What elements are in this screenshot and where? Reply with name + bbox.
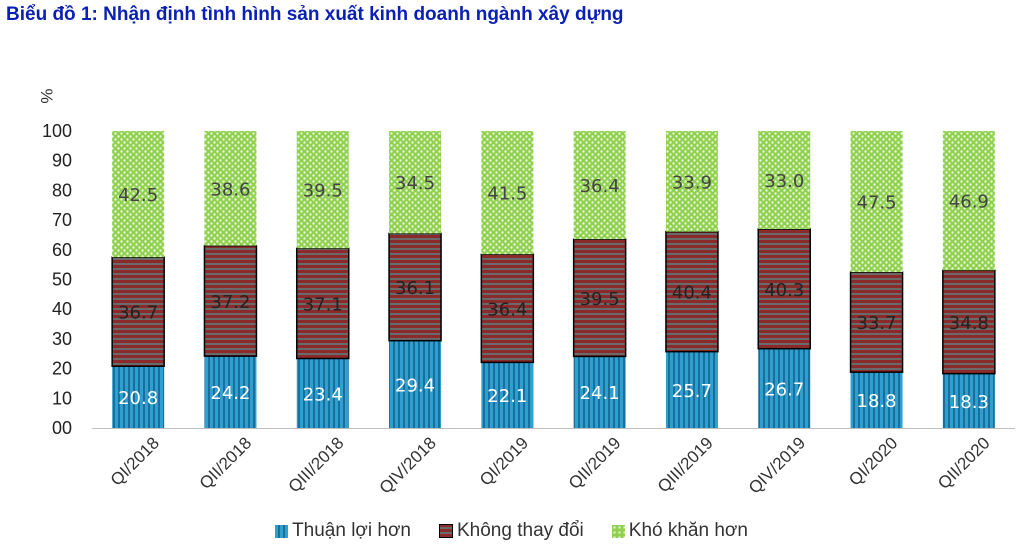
bar-segment-kho-khan bbox=[942, 131, 995, 271]
x-tick-label: QIII/2019 bbox=[654, 433, 717, 496]
y-tick-label: 60 bbox=[52, 240, 72, 260]
bar-segment-thuan-loi bbox=[204, 356, 257, 428]
data-label: 37.1 bbox=[303, 294, 343, 315]
data-label: 37.2 bbox=[210, 292, 250, 313]
data-label: 33.9 bbox=[672, 172, 712, 193]
data-label: 47.5 bbox=[857, 193, 897, 214]
legend-item-kho-khan: Khó khăn hơn bbox=[611, 520, 748, 542]
data-label: 18.3 bbox=[949, 392, 989, 413]
x-tick-label: QII/2020 bbox=[934, 433, 994, 493]
bar-segment-thuan-loi bbox=[389, 340, 442, 428]
data-label: 39.5 bbox=[303, 181, 343, 202]
data-label: 36.7 bbox=[118, 303, 158, 324]
data-label: 46.9 bbox=[949, 192, 989, 213]
x-tick-label: QIII/2018 bbox=[285, 433, 348, 496]
bar-segment-khong-doi bbox=[849, 271, 904, 373]
data-label: 24.1 bbox=[580, 383, 620, 404]
data-label: 39.5 bbox=[580, 289, 620, 310]
data-label: 33.7 bbox=[857, 313, 897, 334]
bar-segment-khong-doi bbox=[203, 244, 258, 357]
bar-segment-thuan-loi bbox=[481, 362, 534, 428]
bar-segment-kho-khan bbox=[850, 131, 903, 273]
data-label: 42.5 bbox=[118, 185, 158, 206]
bar-segment-thuan-loi bbox=[942, 373, 995, 428]
bar-segment-khong-doi bbox=[480, 253, 535, 364]
y-tick-label: 90 bbox=[52, 151, 72, 171]
data-label: 34.8 bbox=[949, 313, 989, 334]
y-tick-label: 100 bbox=[42, 121, 72, 141]
bar-segment-kho-khan bbox=[296, 131, 349, 249]
data-label: 25.7 bbox=[672, 381, 712, 402]
y-tick-label: 20 bbox=[52, 359, 72, 379]
bar-segment-kho-khan bbox=[112, 131, 165, 258]
legend-label-kho-khan: Khó khăn hơn bbox=[628, 520, 748, 541]
bar-segment-thuan-loi bbox=[112, 366, 165, 428]
data-label: 22.1 bbox=[487, 386, 527, 407]
data-label: 40.3 bbox=[764, 280, 804, 301]
y-tick-label: 40 bbox=[52, 299, 72, 319]
x-tick-label: QI/2019 bbox=[476, 433, 532, 489]
bar-segment-khong-doi bbox=[665, 230, 719, 353]
data-label: 40.4 bbox=[672, 283, 712, 304]
data-label: 29.4 bbox=[395, 375, 435, 396]
bar-segment-khong-doi bbox=[757, 228, 811, 350]
y-tick-label: 30 bbox=[52, 329, 72, 349]
bar-segment-khong-doi bbox=[296, 247, 350, 360]
legend-item-thuan-loi: Thuận lợi hơn bbox=[275, 520, 411, 542]
bar-segment-kho-khan bbox=[389, 131, 442, 234]
x-tick-label: QII/2019 bbox=[565, 433, 625, 493]
data-label: 33.0 bbox=[764, 171, 804, 192]
y-axis-unit-label: % bbox=[37, 88, 56, 103]
x-tick-label: QI/2020 bbox=[845, 433, 901, 489]
x-tick-label: QIV/2018 bbox=[376, 433, 440, 497]
y-tick-label: 50 bbox=[52, 270, 72, 290]
data-label: 38.6 bbox=[210, 179, 250, 200]
data-label: 36.4 bbox=[580, 176, 620, 197]
legend-label-thuan-loi: Thuận lợi hơn bbox=[292, 520, 411, 541]
data-label: 36.1 bbox=[395, 278, 435, 299]
legend-swatch-khong-doi bbox=[439, 524, 453, 538]
bar-segment-thuan-loi bbox=[296, 358, 349, 428]
data-label: 34.5 bbox=[395, 173, 435, 194]
legend-item-khong-doi: Không thay đổi bbox=[439, 520, 584, 542]
x-tick-label: QIV/2019 bbox=[745, 433, 809, 497]
data-label: 36.4 bbox=[487, 299, 527, 320]
bar-segment-thuan-loi bbox=[573, 356, 626, 428]
bar-segment-kho-khan bbox=[758, 131, 811, 230]
data-label: 24.2 bbox=[210, 383, 250, 404]
bar-segment-kho-khan bbox=[481, 131, 534, 255]
legend-label-khong-doi: Không thay đổi bbox=[457, 520, 584, 541]
bar-segment-thuan-loi bbox=[758, 348, 811, 428]
chart-legend: Thuận lợi hơn Không thay đổi Khó khăn hơ… bbox=[0, 520, 1023, 542]
y-tick-label: 80 bbox=[52, 180, 72, 200]
data-label: 26.7 bbox=[764, 379, 804, 400]
bar-segment-kho-khan bbox=[665, 131, 718, 232]
bar-segment-khong-doi bbox=[388, 232, 442, 342]
bar-segment-kho-khan bbox=[204, 131, 257, 246]
y-tick-label: 10 bbox=[52, 388, 72, 408]
legend-swatch-kho-khan bbox=[611, 524, 625, 538]
x-tick-label: QII/2018 bbox=[196, 433, 256, 493]
legend-swatch-thuan-loi bbox=[275, 524, 289, 538]
bar-segment-kho-khan bbox=[573, 131, 626, 240]
bar-segment-thuan-loi bbox=[665, 351, 718, 428]
bar-segment-thuan-loi bbox=[850, 372, 903, 428]
stacked-bar-chart: 20.8 36.7 42.5 24.2 37.2 38.6 23.4 37.1 39.5 29.4… bbox=[37, 88, 1015, 498]
y-tick-label: 00 bbox=[52, 418, 72, 438]
data-label: 18.8 bbox=[857, 391, 897, 412]
data-label: 41.5 bbox=[487, 184, 527, 205]
chart-title: Biểu đồ 1: Nhận định tình hình sản xuất … bbox=[6, 4, 624, 25]
bar-segment-khong-doi bbox=[111, 256, 165, 367]
y-tick-label: 70 bbox=[52, 210, 72, 230]
data-label: 20.8 bbox=[118, 388, 158, 409]
x-tick-label: QI/2018 bbox=[107, 433, 163, 489]
data-label: 23.4 bbox=[303, 384, 343, 405]
